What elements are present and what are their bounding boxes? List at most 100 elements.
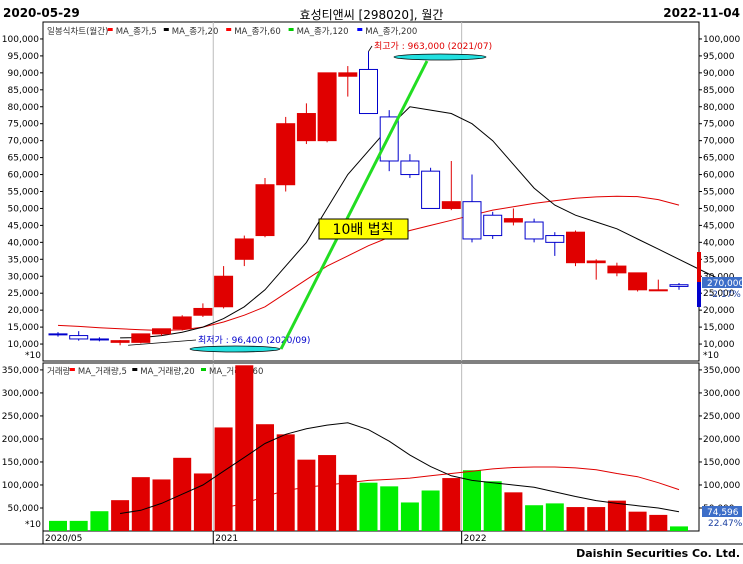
volume-bar [338,474,357,531]
candle-up [628,272,648,291]
price-tick-label: 40,000 [8,238,40,248]
volume-tick-label: 200,000 [703,435,740,445]
volume-bar [483,481,502,531]
volume-ma60-line [223,466,680,509]
price-tick-label: 10,000 [703,340,735,350]
volume-bar [131,477,150,531]
end-date: 2022-11-04 [663,6,740,20]
price-tick-label: 80,000 [703,103,735,113]
candle-up [172,316,192,330]
volume-bar [649,514,668,531]
candle-up [255,184,275,237]
current-price-change: -2.17% [709,290,741,300]
high-label-leader [368,45,373,52]
price-legend-item: MA_종가,60 [234,27,281,37]
candle-up [131,333,151,343]
price-tick-label: 20,000 [8,306,40,316]
volume-scale-note: *10 [25,520,41,530]
volume-bar [670,526,688,531]
volume-bar [49,520,67,531]
candle-down [400,160,420,176]
volume-legend-swatch [69,368,75,371]
volume-bar [463,470,481,531]
candle-down [421,170,441,209]
price-tick-label: 60,000 [703,171,735,181]
candle-up [234,238,254,260]
current-volume-change: 22.47% [708,519,743,529]
volume-tick-label: 150,000 [2,458,39,468]
current-volume-value: 74,596 [707,508,739,518]
volume-bar [400,502,419,531]
candle-up [586,260,606,264]
price-tick-label: 70,000 [703,137,735,147]
volume-bar [235,365,254,531]
date-tick-label: 2021 [215,534,238,544]
candle-up [214,275,234,308]
price-tick-label: 45,000 [8,221,40,231]
volume-bar [256,424,274,531]
low-price-label: 최저가 : 96,400 (2020/09) [198,335,310,346]
trend-annotation-line [279,60,429,350]
price-legend-item: 일봉식차트(월간) [47,26,108,37]
current-price-badge [702,277,742,288]
volume-bar [276,434,295,531]
price-tick-label: 50,000 [703,204,735,214]
volume-bar [566,507,585,531]
volume-tick-label: 150,000 [703,458,740,468]
price-tick-label: 55,000 [8,188,40,198]
volume-bar [193,473,212,531]
volume-bar [421,490,440,531]
candle-up [110,340,130,343]
low-marker [189,345,281,353]
volume-tick-label: 100,000 [2,481,39,491]
price-tick-label: 75,000 [703,120,735,130]
candle-up [152,328,171,335]
volume-bar [628,511,647,531]
price-legend-item: MA_종가,20 [172,27,219,37]
volume-tick-label: 250,000 [2,412,39,422]
candle-up [317,72,337,142]
price-tick-label: 55,000 [703,188,735,198]
volume-bar [380,486,399,531]
volume-legend-swatch [132,368,138,371]
candle-down [359,68,378,115]
price-tick-label: 35,000 [703,255,735,265]
price-tick-label: 85,000 [703,86,735,96]
volume-legend-item: 거래량 [47,366,71,377]
volume-tick-label: 100,000 [703,481,740,491]
price-tick-label: 80,000 [8,103,40,113]
price-tick-label: 15,000 [8,323,40,333]
price-scale-note: *10 [25,351,41,361]
annotation-box [318,218,409,240]
price-scale-note: *10 [703,351,719,361]
price-tick-label: 15,000 [703,323,735,333]
volume-tick-label: 300,000 [2,389,39,399]
price-tick-label: 75,000 [8,120,40,130]
price-legend-swatch [226,28,232,31]
price-legend-swatch [288,28,294,31]
volume-bar [90,511,109,531]
volume-tick-label: 50,000 [8,504,40,514]
price-tick-label: 50,000 [8,204,40,214]
volume-bar [297,459,316,531]
price-tick-label: 25,000 [703,289,735,299]
price-legend-item: MA_종가,120 [297,27,349,37]
current-price-value: 270,000 [707,279,743,289]
price-legend-swatch [163,28,169,31]
volume-bar [442,478,461,531]
price-tick-label: 30,000 [8,272,40,282]
volume-ma20-line [120,422,680,514]
price-tick-label: 100,000 [2,35,39,45]
volume-bar [111,500,130,531]
candle-down [462,201,482,240]
price-legend-item: MA_종가,5 [116,27,157,37]
price-tick-label: 25,000 [8,289,40,299]
volume-bar [545,503,564,531]
volume-bar [69,520,88,531]
volume-bar [318,455,337,531]
candle-down [69,335,89,340]
price-tick-label: 35,000 [8,255,40,265]
candle-down [669,284,689,287]
price-tick-label: 10,000 [8,340,40,350]
